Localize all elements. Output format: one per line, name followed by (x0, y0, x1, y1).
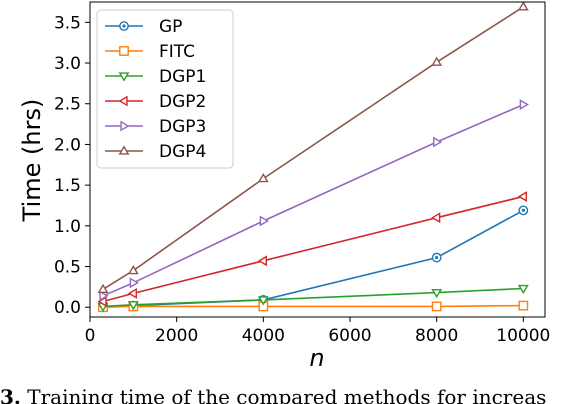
series-layer (97, 1, 529, 313)
data-point-dgp2 (517, 191, 527, 202)
data-point-dgp2 (257, 255, 267, 267)
legend-label-fitc: FITC (159, 42, 195, 62)
data-point-dgp1 (431, 288, 443, 299)
legend-marker (120, 120, 130, 132)
x-tick-label: 4000 (242, 326, 285, 346)
y-tick-label: 0.5 (54, 258, 81, 278)
x-tick-label: 2000 (155, 326, 198, 346)
data-point-gp (431, 252, 442, 263)
legend-marker (119, 46, 129, 56)
legend-label-dgp1: DGP1 (159, 67, 206, 87)
data-point-dgp3 (519, 99, 529, 110)
data-point-dgp4 (517, 1, 529, 11)
x-ticks: 0 2000 4000 6000 8000 10000 (85, 317, 550, 346)
data-point-dgp1 (517, 284, 529, 295)
x-tick-label: 8000 (415, 326, 458, 346)
legend-label-dgp2: DGP2 (159, 92, 206, 112)
legend: GP FITC DGP1 DGP2 DGP3 DGP4 (96, 9, 234, 169)
y-ticks: 0.0 0.5 1.0 1.5 2.0 2.5 3.0 3.5 (54, 13, 90, 318)
legend-box (96, 9, 234, 169)
data-point-fitc (518, 300, 529, 311)
y-tick-label: 2.5 (54, 95, 81, 115)
time-chart: 0 2000 4000 6000 8000 10000 0.0 0.5 1.0 1.5 2.0 2.… (18, 1, 550, 372)
x-tick-label: 6000 (328, 326, 371, 346)
series-dgp4 (97, 1, 529, 293)
data-point-dgp1 (127, 301, 139, 311)
data-point-dgp4 (97, 283, 109, 293)
data-point-dgp3 (259, 215, 269, 227)
data-point-dgp4 (431, 56, 443, 66)
data-point-gp (518, 205, 529, 216)
series-line-fitc (102, 304, 524, 308)
legend-entry-dgp4: DGP4 (105, 142, 206, 162)
y-tick-label: 3.0 (54, 54, 81, 74)
legend-marker (118, 95, 128, 107)
legend-entry-dgp2: DGP2 (105, 92, 206, 112)
series-dgp3 (99, 99, 529, 302)
y-axis-label: Time (hrs) (18, 99, 46, 223)
plot-frame (89, 1, 546, 318)
x-tick-label: 0 (85, 326, 96, 346)
legend-label-dgp4: DGP4 (159, 142, 206, 162)
x-tick-label: 10000 (496, 326, 550, 346)
legend-entry-fitc: FITC (105, 42, 195, 62)
data-point-dgp4 (257, 173, 269, 183)
legend-marker (119, 21, 129, 31)
data-point-dgp3 (433, 136, 443, 148)
y-tick-label: 2.0 (54, 135, 81, 155)
data-point-dgp3 (99, 290, 109, 302)
legend-entry-dgp1: DGP1 (105, 67, 206, 87)
data-point-dgp2 (431, 212, 441, 224)
figure-caption: 3. Training time of the compared methods… (0, 385, 586, 404)
data-point-fitc (431, 301, 442, 312)
data-point-dgp2 (127, 287, 137, 299)
legend-label-gp: GP (159, 17, 182, 37)
legend-entry-dgp3: DGP3 (105, 117, 206, 137)
data-point-dgp4 (127, 265, 139, 275)
y-tick-label: 0.0 (54, 298, 81, 318)
x-axis-label: n (309, 344, 324, 372)
legend-marker (118, 72, 130, 82)
y-tick-label: 1.0 (54, 217, 81, 237)
data-point-dgp3 (129, 277, 139, 289)
caption-text: Training time of the compared methods fo… (20, 385, 547, 404)
legend-entry-gp: GP (105, 17, 182, 37)
legend-marker (118, 145, 130, 155)
data-point-dgp1 (257, 296, 269, 306)
caption-label: 3. (0, 385, 21, 404)
y-tick-label: 3.5 (54, 13, 81, 33)
y-tick-label: 1.5 (54, 176, 81, 196)
legend-label-dgp3: DGP3 (159, 117, 206, 137)
